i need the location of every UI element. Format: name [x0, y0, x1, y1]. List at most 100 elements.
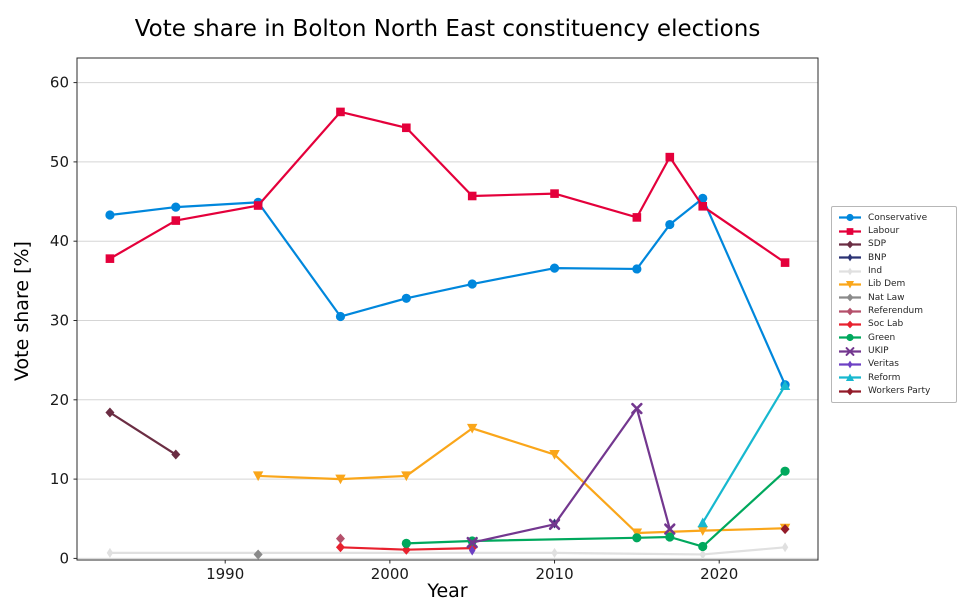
data-point-marker: [401, 293, 411, 303]
chart-title: Vote share in Bolton North East constitu…: [134, 16, 761, 42]
y-tick-label: 0: [59, 549, 69, 567]
legend-item-referendum: Referendum: [837, 304, 951, 317]
data-point-marker: [781, 542, 789, 553]
legend-item-veritas: Veritas: [837, 358, 951, 371]
data-point-marker: [336, 107, 345, 117]
data-point-marker: [631, 402, 643, 415]
data-point-marker: [780, 524, 790, 535]
legend-swatch: [839, 240, 861, 249]
data-point-marker: [846, 320, 854, 329]
series-workers-party: [780, 524, 790, 535]
data-point-marker: [845, 280, 855, 289]
series-veritas: [469, 545, 476, 556]
data-point-marker: [847, 267, 853, 275]
legend-swatch: [839, 227, 861, 235]
data-point-marker: [253, 549, 263, 560]
data-point-marker: [105, 210, 115, 220]
data-point-marker: [335, 474, 346, 485]
data-point-marker: [846, 227, 854, 235]
legend-label: Referendum: [868, 306, 924, 317]
data-point-marker: [698, 193, 708, 203]
data-point-marker: [780, 258, 790, 267]
x-axis-label: Year: [427, 580, 468, 602]
legend-item-lib-dem: Lib Dem: [837, 278, 951, 291]
y-axis-label: Vote share [%]: [11, 241, 33, 381]
legend-swatch: [839, 293, 861, 302]
y-tick-label: 10: [50, 470, 69, 488]
data-point-marker: [699, 549, 706, 560]
x-tick-label: 2000: [371, 565, 409, 583]
data-point-marker: [469, 545, 476, 556]
y-tick-label: 40: [50, 232, 69, 250]
legend-label: BNP: [868, 252, 887, 263]
data-point-marker: [171, 449, 181, 460]
legend-item-reform: Reform: [837, 371, 951, 384]
legend-item-ukip: UKIP: [837, 344, 951, 357]
data-point-marker: [467, 279, 477, 289]
data-point-marker: [664, 523, 676, 535]
data-point-marker: [467, 191, 477, 201]
data-point-marker: [665, 219, 675, 230]
data-point-marker: [549, 263, 560, 273]
data-point-marker: [548, 518, 561, 531]
legend-item-green: Green: [837, 331, 951, 344]
series-ind: [106, 542, 789, 560]
data-point-marker: [845, 346, 855, 356]
data-point-marker: [665, 152, 675, 162]
data-point-marker: [106, 547, 114, 558]
data-point-marker: [846, 334, 854, 342]
legend-label: Reform: [868, 372, 901, 383]
data-point-marker: [697, 517, 708, 528]
data-point-marker: [402, 123, 411, 133]
legend-swatch: [839, 307, 861, 315]
data-point-marker: [253, 201, 263, 210]
y-tick-label: 20: [50, 391, 69, 409]
legend-label: UKIP: [868, 346, 889, 357]
series-conservative: [105, 193, 790, 390]
series-sdp: [105, 407, 181, 460]
legend-label: Green: [868, 332, 896, 343]
series-ukip: [466, 402, 676, 549]
series-referendum: [335, 533, 345, 544]
data-point-marker: [846, 387, 854, 396]
legend-label: Lib Dem: [868, 279, 906, 290]
data-point-marker: [846, 307, 854, 315]
legend-item-bnp: BNP: [837, 251, 951, 264]
legend-swatch: [839, 346, 861, 356]
series-reform: [697, 380, 791, 528]
data-point-marker: [171, 202, 181, 212]
legend-label: Nat Law: [868, 292, 905, 303]
data-point-marker: [698, 202, 708, 211]
legend-label: Conservative: [868, 212, 928, 223]
data-point-marker: [847, 360, 853, 369]
plot-border: [76, 57, 819, 561]
series-lib-dem: [252, 423, 791, 539]
legend-swatch: [839, 320, 861, 329]
x-tick-label: 2010: [535, 565, 573, 583]
data-point-marker: [632, 533, 642, 543]
data-point-marker: [846, 240, 854, 249]
data-point-marker: [252, 471, 264, 482]
data-point-marker: [467, 423, 478, 434]
data-point-marker: [549, 450, 560, 460]
legend-swatch: [839, 267, 861, 275]
legend-label: Ind: [868, 266, 883, 277]
legend-swatch: [839, 253, 861, 262]
legend-swatch: [839, 387, 861, 396]
data-point-marker: [847, 253, 853, 262]
data-point-marker: [335, 311, 346, 322]
data-point-marker: [401, 471, 412, 482]
data-point-marker: [697, 526, 708, 536]
legend-item-nat-law: Nat Law: [837, 291, 951, 304]
y-tick-label: 60: [50, 74, 69, 92]
data-point-marker: [466, 536, 478, 549]
data-point-marker: [779, 380, 791, 391]
y-tick-label: 50: [50, 153, 69, 171]
legend-swatch: [839, 360, 861, 369]
data-point-marker: [335, 542, 345, 553]
data-point-marker: [632, 264, 642, 274]
legend-item-ind: Ind: [837, 264, 951, 277]
data-point-marker: [551, 547, 558, 558]
legend-item-soc-lab: Soc Lab: [837, 318, 951, 331]
